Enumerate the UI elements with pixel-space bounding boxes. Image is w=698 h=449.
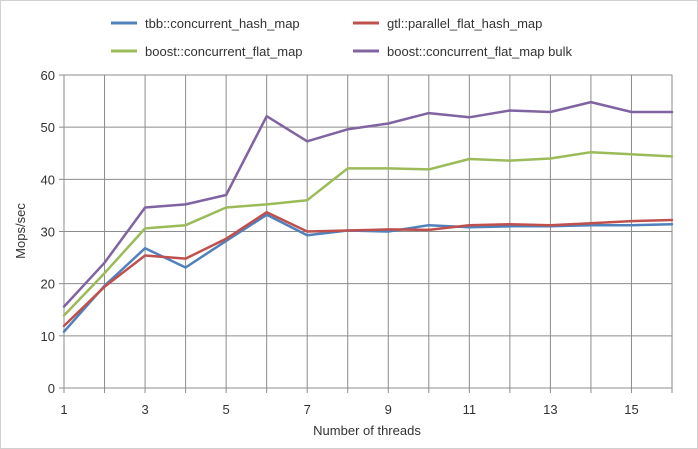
y-tick-label: 50 — [41, 120, 55, 135]
x-tick-label: 15 — [624, 402, 638, 417]
legend-label: tbb::concurrent_hash_map — [145, 16, 300, 31]
y-tick-label: 0 — [48, 381, 55, 396]
y-axis-title: Mops/sec — [13, 203, 28, 259]
y-tick-label: 20 — [41, 277, 55, 292]
legend-label: gtl::parallel_flat_hash_map — [387, 16, 542, 31]
series-line-1 — [62, 213, 674, 333]
y-tick-label: 10 — [41, 329, 55, 344]
x-tick-label: 1 — [60, 402, 67, 417]
legend-label: boost::concurrent_flat_map bulk — [387, 44, 572, 59]
x-tick-label: 7 — [304, 402, 311, 417]
y-axis-ticks: 0 10 20 30 40 50 60 — [41, 68, 55, 396]
x-tick-label: 13 — [543, 402, 557, 417]
x-tick-label: 5 — [223, 402, 230, 417]
y-tick-label: 40 — [41, 172, 55, 187]
y-tick-label: 60 — [41, 68, 55, 83]
x-tick-label: 9 — [385, 402, 392, 417]
series-lines — [62, 100, 674, 333]
legend: tbb::concurrent_hash_map gtl::parallel_fl… — [111, 16, 572, 59]
x-axis-ticks: 1 3 5 7 9 11 13 15 — [60, 402, 638, 417]
series-line-4 — [62, 100, 674, 308]
y-tick-label: 30 — [41, 225, 55, 240]
series-line-3 — [62, 150, 674, 317]
x-tick-label: 11 — [463, 402, 477, 417]
x-tick-label: 3 — [141, 402, 148, 417]
series-line-2 — [62, 210, 674, 328]
gridlines — [59, 74, 673, 393]
legend-label: boost::concurrent_flat_map — [145, 44, 303, 59]
x-axis-title: Number of threads — [313, 423, 421, 438]
